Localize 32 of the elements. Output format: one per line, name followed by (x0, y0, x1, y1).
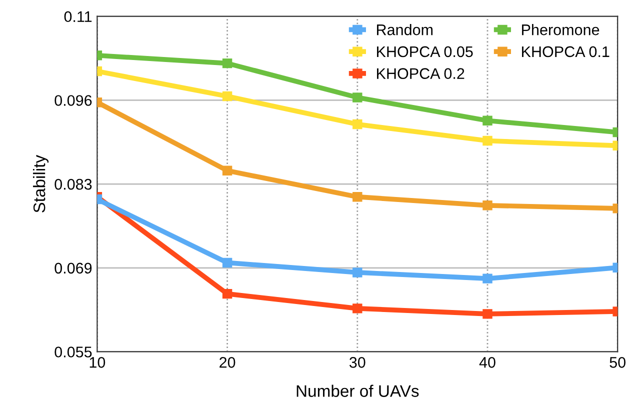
legend-label: Pheromone (522, 24, 600, 36)
x-tick-label: 10 (90, 357, 106, 368)
y-tick-label: 0.083 (54, 178, 92, 190)
legend-label: KHOPCA 0.05 (377, 46, 473, 58)
point (352, 268, 362, 278)
point (352, 119, 362, 130)
y-axis-title: Stability (33, 154, 49, 212)
point (352, 304, 362, 314)
point (352, 92, 362, 102)
point (222, 166, 232, 176)
x-tick-label: 50 (610, 357, 626, 368)
point (352, 192, 362, 202)
point (482, 274, 492, 284)
x-tick-label: 30 (349, 357, 366, 368)
point (222, 58, 232, 68)
y-tick-label: 0.11 (64, 11, 92, 22)
point (482, 136, 492, 146)
x-tick-label: 40 (479, 357, 496, 368)
y-tick-label: 0.069 (54, 262, 92, 274)
x-axis-title: Number of UAVs (296, 384, 419, 397)
x-tick-label: 20 (220, 357, 236, 368)
y-tick-label: 0.096 (54, 95, 92, 106)
point (222, 91, 232, 102)
point (222, 288, 232, 299)
legend-label: Random (377, 24, 433, 36)
point (482, 200, 492, 210)
point (482, 116, 492, 126)
legend-label: KHOPCA 0.2 (377, 68, 464, 79)
y-tick-label: 0.055 (54, 346, 92, 358)
legend-label: KHOPCA 0.1 (522, 46, 610, 58)
point (222, 258, 232, 268)
point (482, 309, 492, 319)
